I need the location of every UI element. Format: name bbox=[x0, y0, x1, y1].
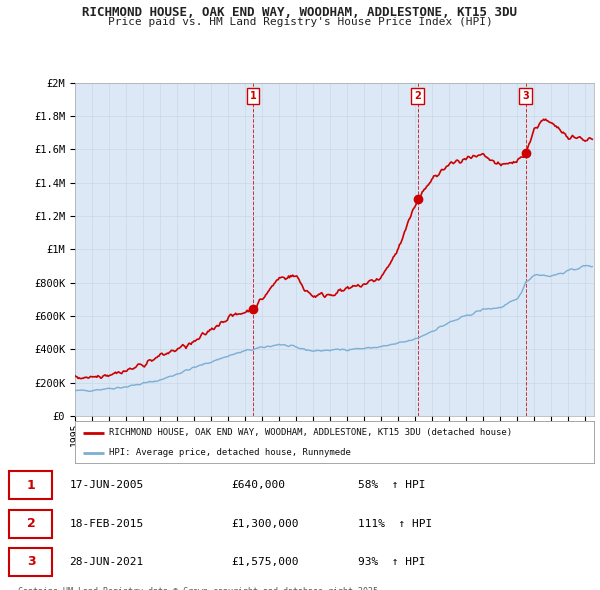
Text: RICHMOND HOUSE, OAK END WAY, WOODHAM, ADDLESTONE, KT15 3DU (detached house): RICHMOND HOUSE, OAK END WAY, WOODHAM, AD… bbox=[109, 428, 512, 437]
FancyBboxPatch shape bbox=[9, 471, 52, 499]
Text: £1,575,000: £1,575,000 bbox=[231, 557, 298, 567]
Text: £1,300,000: £1,300,000 bbox=[231, 519, 298, 529]
Text: 28-JUN-2021: 28-JUN-2021 bbox=[70, 557, 144, 567]
Text: 58%  ↑ HPI: 58% ↑ HPI bbox=[358, 480, 425, 490]
Text: RICHMOND HOUSE, OAK END WAY, WOODHAM, ADDLESTONE, KT15 3DU: RICHMOND HOUSE, OAK END WAY, WOODHAM, AD… bbox=[83, 6, 517, 19]
Text: 2: 2 bbox=[26, 517, 35, 530]
Text: 17-JUN-2005: 17-JUN-2005 bbox=[70, 480, 144, 490]
FancyBboxPatch shape bbox=[9, 510, 52, 537]
Text: £640,000: £640,000 bbox=[231, 480, 285, 490]
Text: 93%  ↑ HPI: 93% ↑ HPI bbox=[358, 557, 425, 567]
Text: 18-FEB-2015: 18-FEB-2015 bbox=[70, 519, 144, 529]
Text: HPI: Average price, detached house, Runnymede: HPI: Average price, detached house, Runn… bbox=[109, 448, 350, 457]
Text: 1: 1 bbox=[250, 91, 256, 101]
Text: 1: 1 bbox=[26, 478, 35, 492]
Text: Price paid vs. HM Land Registry's House Price Index (HPI): Price paid vs. HM Land Registry's House … bbox=[107, 17, 493, 27]
Text: 3: 3 bbox=[26, 555, 35, 569]
Text: 2: 2 bbox=[414, 91, 421, 101]
FancyBboxPatch shape bbox=[9, 548, 52, 576]
Text: 111%  ↑ HPI: 111% ↑ HPI bbox=[358, 519, 432, 529]
Text: 3: 3 bbox=[522, 91, 529, 101]
Text: Contains HM Land Registry data © Crown copyright and database right 2025.
This d: Contains HM Land Registry data © Crown c… bbox=[18, 587, 383, 590]
